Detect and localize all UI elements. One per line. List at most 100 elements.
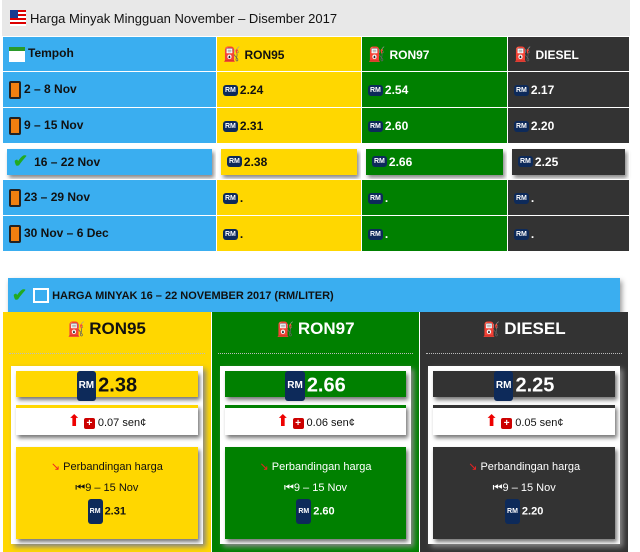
checkmark-icon: ✔	[13, 151, 29, 171]
fuel-pump-icon	[9, 116, 21, 135]
panel-title: ⛽ DIESEL	[426, 312, 623, 354]
compare-arrows-icon: ↘	[468, 461, 478, 473]
rm-badge: RM	[227, 156, 242, 167]
ron95-cell: RM 2.24	[216, 71, 362, 108]
arrow-up-icon: ⬆	[67, 413, 81, 430]
fuel-nozzle-icon: ⛽	[67, 321, 86, 337]
price-change: ⬆ +0.06 sen¢	[224, 405, 407, 435]
plus-icon: +	[292, 418, 304, 429]
panel-ron95: ⛽ RON95 RM 2.38 ⬆ +0.07 sen¢ ↘ Perbandingan…	[3, 312, 212, 552]
price-card: RM 2.66 ⬆ +0.06 sen¢ ↘ Perbandingan harga …	[219, 366, 412, 544]
price-value: 2.24	[239, 82, 264, 97]
diesel-cell: RM.	[507, 179, 630, 216]
rm-badge: RM	[296, 499, 312, 524]
rm-badge: RM	[368, 228, 383, 240]
weekly-price-table: Tempoh ⛽ RON95 ⛽ RON97 ⛽ DIESEL 2 – 8 Nov RM…	[2, 36, 630, 252]
price-value: .	[239, 226, 244, 241]
rm-badge: RM	[518, 156, 533, 167]
table-row: 30 Nov – 6 Dec RM. RM. RM.	[2, 215, 630, 252]
rm-badge: RM	[514, 120, 529, 132]
rm-badge: RM	[368, 84, 383, 96]
rewind-icon: ⏮	[492, 482, 503, 494]
page-title-bar: Harga Minyak Mingguan November – Disembe…	[2, 0, 630, 36]
ron97-cell: RM 2.54	[361, 71, 508, 108]
rm-badge: RM	[505, 499, 520, 524]
price-comparison: ↘ Perbandingan harga ⏮9 – 15 Nov RM 2.20	[433, 447, 616, 539]
period-cell: 9 – 15 Nov	[2, 107, 217, 144]
rm-badge: RM	[223, 192, 238, 204]
rm-badge: RM	[87, 499, 103, 524]
panel-title: ⛽ RON95	[9, 312, 205, 354]
malaysia-flag-icon	[10, 10, 26, 26]
period-cell: 30 Nov – 6 Dec	[2, 215, 217, 252]
diesel-cell: RM 2.25	[507, 143, 630, 180]
compare-arrows-icon: ↘	[259, 461, 269, 473]
plus-icon: +	[501, 418, 513, 429]
fuel-panels: ⛽ RON95 RM 2.38 ⬆ +0.07 sen¢ ↘ Perbandingan…	[3, 312, 630, 552]
fuel-pump-icon	[9, 188, 21, 207]
fuel-pump-icon	[9, 224, 21, 243]
section-header: ✔ HARGA MINYAK 16 – 22 NOVEMBER 2017 (RM…	[8, 278, 620, 313]
diesel-cell: RM 2.20	[507, 107, 630, 144]
price-value: 2.66	[388, 154, 413, 169]
ron97-cell: RM 2.66	[361, 143, 508, 180]
rm-badge: RM	[368, 192, 383, 204]
price-value: 2.20	[530, 118, 555, 133]
rm-badge: RM	[514, 228, 529, 240]
header-tempoh: Tempoh	[2, 36, 217, 72]
panel-ron97: ⛽ RON97 RM 2.66 ⬆ +0.06 sen¢ ↘ Perbandingan…	[211, 312, 421, 552]
fuel-pump-icon	[9, 80, 21, 99]
table-header: Tempoh ⛽ RON95 ⛽ RON97 ⛽ DIESEL	[2, 36, 630, 72]
diesel-cell: RM 2.17	[507, 71, 630, 108]
ron97-cell: RM.	[361, 179, 508, 216]
ron97-cell: RM 2.60	[361, 107, 508, 144]
price-value: 2.54	[384, 82, 409, 97]
header-diesel: ⛽ DIESEL	[507, 36, 630, 72]
arrow-up-icon: ⬆	[484, 413, 499, 430]
current-price: RM 2.38	[16, 371, 198, 401]
price-value: .	[384, 190, 389, 205]
rm-badge: RM	[368, 120, 383, 132]
price-value: .	[530, 190, 535, 205]
compare-arrows-icon: ↘	[50, 461, 61, 473]
rewind-icon: ⏮	[75, 482, 86, 494]
price-value: 2.25	[534, 154, 559, 169]
current-price: RM 2.25	[433, 371, 616, 401]
rm-badge: RM	[514, 84, 529, 96]
rm-badge: RM	[223, 228, 238, 240]
price-value: 2.31	[239, 118, 264, 133]
price-card: RM 2.25 ⬆ +0.05 sen¢ ↘ Perbandingan harga …	[428, 366, 621, 544]
price-value: .	[239, 190, 244, 205]
price-comparison: ↘ Perbandingan harga ⏮9 – 15 Nov RM 2.60	[224, 447, 407, 539]
current-price: RM 2.66	[224, 371, 407, 401]
diesel-cell: RM.	[507, 215, 630, 252]
ron95-cell: RM.	[216, 179, 362, 216]
fuel-nozzle-icon: ⛽	[514, 45, 532, 62]
price-card: RM 2.38 ⬆ +0.07 sen¢ ↘ Perbandingan harga …	[11, 366, 203, 544]
ron97-cell: RM.	[361, 215, 508, 252]
rewind-icon: ⏮	[283, 482, 294, 494]
panel-title: ⛽ RON97	[217, 312, 414, 354]
rm-badge: RM	[223, 84, 238, 96]
ron95-cell: RM 2.31	[216, 107, 362, 144]
table-row: ✔ 16 – 22 Nov RM 2.38 RM 2.66 RM 2.25	[2, 143, 630, 180]
price-change: ⬆ +0.05 sen¢	[433, 405, 616, 435]
fuel-nozzle-icon: ⛽	[223, 45, 241, 62]
section-title: HARGA MINYAK 16 – 22 NOVEMBER 2017 (RM/L…	[52, 289, 334, 302]
calendar-icon	[9, 46, 25, 62]
plus-icon: +	[83, 418, 95, 429]
price-value: 2.17	[530, 82, 555, 97]
price-change: ⬆ +0.07 sen¢	[16, 405, 198, 435]
price-value: .	[384, 226, 389, 241]
arrow-up-icon: ⬆	[276, 413, 290, 430]
price-comparison: ↘ Perbandingan harga ⏮9 – 15 Nov RM 2.31	[16, 447, 198, 539]
panel-diesel: ⛽ DIESEL RM 2.25 ⬆ +0.05 sen¢ ↘ Perbandinga…	[420, 312, 630, 552]
ron95-cell: RM 2.38	[216, 143, 362, 180]
rm-badge: RM	[493, 371, 514, 401]
table-row: 2 – 8 Nov RM 2.24 RM 2.54 RM 2.17	[2, 71, 630, 108]
table-row: 23 – 29 Nov RM. RM. RM.	[2, 179, 630, 216]
price-value: 2.38	[243, 154, 268, 169]
fuel-nozzle-icon: ⛽	[276, 321, 294, 337]
rm-badge: RM	[372, 156, 387, 167]
rm-badge: RM	[76, 371, 97, 401]
